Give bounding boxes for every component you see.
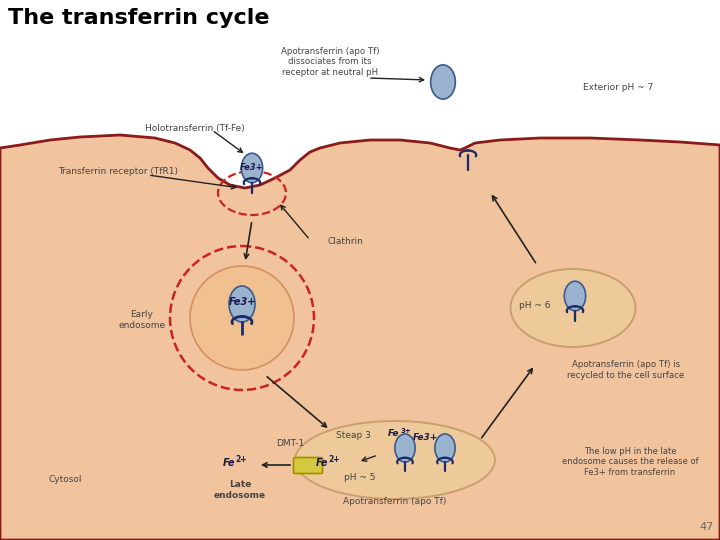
Ellipse shape [435, 434, 455, 462]
Text: Apotransferrin (apo Tf)
dissociates from its
receptor at neutral pH: Apotransferrin (apo Tf) dissociates from… [281, 47, 379, 77]
Text: Cytosol: Cytosol [48, 476, 82, 484]
Text: 2+: 2+ [235, 456, 246, 464]
Ellipse shape [564, 281, 585, 310]
Text: Apotransferrin (apo Tf): Apotransferrin (apo Tf) [343, 497, 446, 507]
Text: Exterior pH ~ 7: Exterior pH ~ 7 [583, 84, 653, 92]
Text: 3+: 3+ [401, 428, 412, 434]
Text: Clathrin: Clathrin [328, 238, 364, 246]
Ellipse shape [229, 286, 255, 322]
Text: Fe: Fe [315, 458, 328, 468]
Text: Late
endosome: Late endosome [214, 480, 266, 500]
Polygon shape [0, 135, 720, 540]
Text: Fe3+: Fe3+ [240, 163, 264, 172]
Ellipse shape [241, 153, 263, 183]
Text: The low pH in the late
endosome causes the release of
Fe3+ from transferrin: The low pH in the late endosome causes t… [562, 447, 698, 477]
Ellipse shape [190, 266, 294, 370]
Text: 2+: 2+ [328, 456, 340, 464]
Ellipse shape [431, 65, 455, 99]
Ellipse shape [395, 434, 415, 462]
Text: Transferrin receptor (TfR1): Transferrin receptor (TfR1) [58, 167, 178, 177]
Ellipse shape [510, 269, 636, 347]
Text: Fe: Fe [222, 458, 235, 468]
Text: Steap 3: Steap 3 [336, 430, 370, 440]
Text: Apotransferrin (apo Tf) is
recycled to the cell surface: Apotransferrin (apo Tf) is recycled to t… [567, 360, 685, 380]
Text: pH ~ 5: pH ~ 5 [344, 474, 376, 483]
Text: 47: 47 [700, 522, 714, 532]
Ellipse shape [295, 421, 495, 499]
Text: Fe3+: Fe3+ [413, 433, 438, 442]
Text: The transferrin cycle: The transferrin cycle [8, 8, 269, 28]
Text: DMT-1: DMT-1 [276, 438, 304, 448]
Text: Fe: Fe [388, 429, 400, 438]
Text: Fe3+: Fe3+ [228, 297, 256, 307]
Text: Holotransferrin (Tf-Fe): Holotransferrin (Tf-Fe) [145, 124, 245, 132]
Text: pH ~ 6: pH ~ 6 [519, 300, 551, 309]
FancyBboxPatch shape [294, 457, 323, 474]
Text: Early
endosome: Early endosome [118, 310, 166, 330]
